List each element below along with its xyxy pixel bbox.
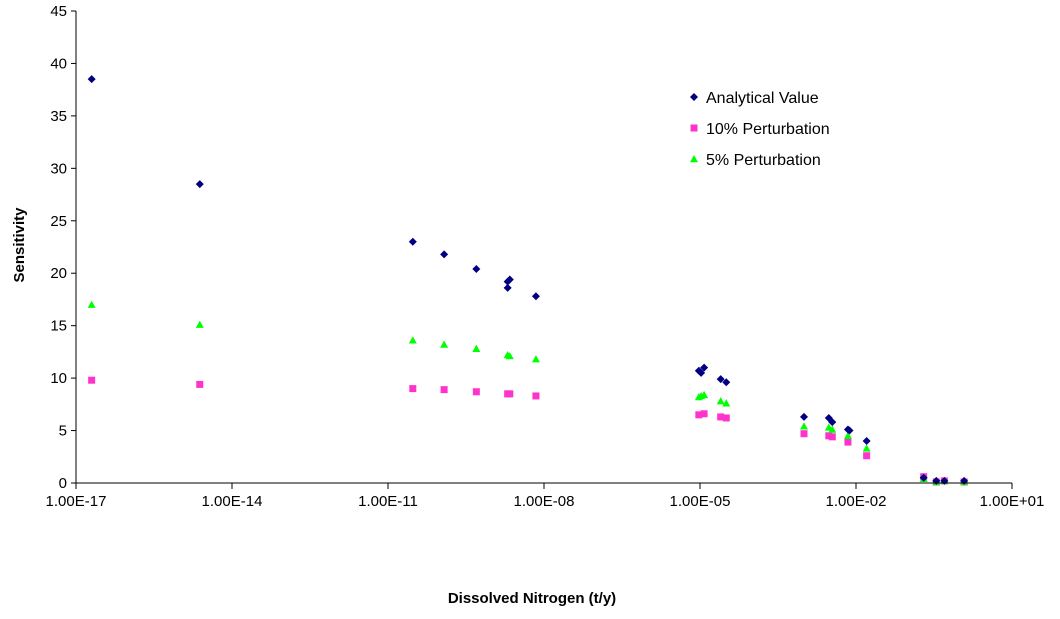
data-point [722, 414, 730, 422]
series-square [88, 376, 968, 486]
data-point [505, 352, 514, 360]
data-point [472, 344, 481, 352]
legend-label: 10% Perturbation [706, 121, 830, 138]
plot-area [87, 75, 969, 486]
y-tick-label: 5 [59, 423, 67, 440]
data-point [828, 425, 837, 433]
y-tick-label: 0 [59, 475, 67, 492]
data-point [195, 180, 204, 189]
legend-marker [690, 124, 698, 132]
data-point [695, 411, 703, 419]
data-point [700, 390, 709, 399]
x-tick-label: 1.00E+01 [980, 493, 1045, 510]
data-point [828, 418, 837, 427]
data-point [531, 355, 540, 363]
data-point [88, 376, 96, 384]
data-point [722, 399, 731, 407]
data-point [800, 422, 808, 430]
data-point [862, 437, 871, 446]
data-point [87, 75, 96, 84]
x-axis-title: Dissolved Nitrogen (t/y) [448, 590, 616, 607]
y-tick-label: 10 [50, 370, 67, 387]
y-tick-label: 40 [50, 55, 67, 72]
data-point [503, 283, 512, 292]
legend: Analytical Value 10% Perturbation 5% Pertu… [690, 90, 830, 169]
y-tick-label: 20 [50, 265, 67, 282]
data-point [844, 438, 852, 446]
data-point [700, 410, 708, 418]
x-tick-label: 1.00E-17 [46, 493, 107, 510]
data-point [87, 300, 96, 308]
data-point [800, 430, 808, 438]
data-point [843, 431, 852, 439]
x-tick-label: 1.00E-02 [826, 493, 887, 510]
data-point [531, 292, 540, 301]
legend-label: Analytical Value [706, 90, 819, 107]
data-point [716, 375, 725, 384]
data-point [722, 378, 731, 387]
x-tick-label: 1.00E-14 [202, 493, 263, 510]
legend-marker [690, 93, 698, 101]
x-tick-label: 1.00E-08 [514, 493, 575, 510]
y-axis-title: Sensitivity [11, 207, 28, 283]
data-point [472, 265, 481, 274]
x-tick-label: 1.00E-05 [670, 493, 731, 510]
data-point [532, 392, 540, 400]
data-point [800, 412, 808, 421]
data-point [862, 444, 871, 452]
data-point [505, 275, 514, 284]
x-tick-label: 1.00E-11 [358, 493, 418, 510]
data-point [697, 368, 706, 377]
data-point [845, 426, 854, 435]
series-triangle [87, 300, 969, 486]
axes: 0 5 10 15 20 25 30 35 40 45 1.00E-17 1.00E-14 1.00E-… [46, 3, 1045, 510]
data-point [195, 320, 204, 328]
data-point [408, 336, 417, 344]
data-point [919, 473, 928, 482]
y-tick-label: 35 [50, 108, 67, 125]
data-point [717, 413, 725, 421]
legend-marker [690, 155, 698, 163]
y-tick-label: 30 [50, 160, 67, 177]
data-point [828, 433, 836, 441]
data-point [408, 237, 417, 246]
legend-label: 5% Perturbation [706, 152, 821, 169]
data-point [440, 250, 449, 259]
y-tick-label: 15 [50, 318, 67, 335]
data-point [472, 388, 480, 396]
data-point [506, 390, 514, 398]
data-point [716, 397, 725, 405]
data-point [409, 385, 417, 393]
data-point [196, 380, 204, 388]
y-tick-label: 25 [50, 213, 67, 230]
data-point [863, 452, 871, 460]
data-point [700, 363, 709, 372]
series-diamond [87, 75, 969, 485]
y-tick-label: 45 [50, 3, 67, 20]
data-point [440, 340, 449, 348]
data-point [440, 386, 448, 394]
